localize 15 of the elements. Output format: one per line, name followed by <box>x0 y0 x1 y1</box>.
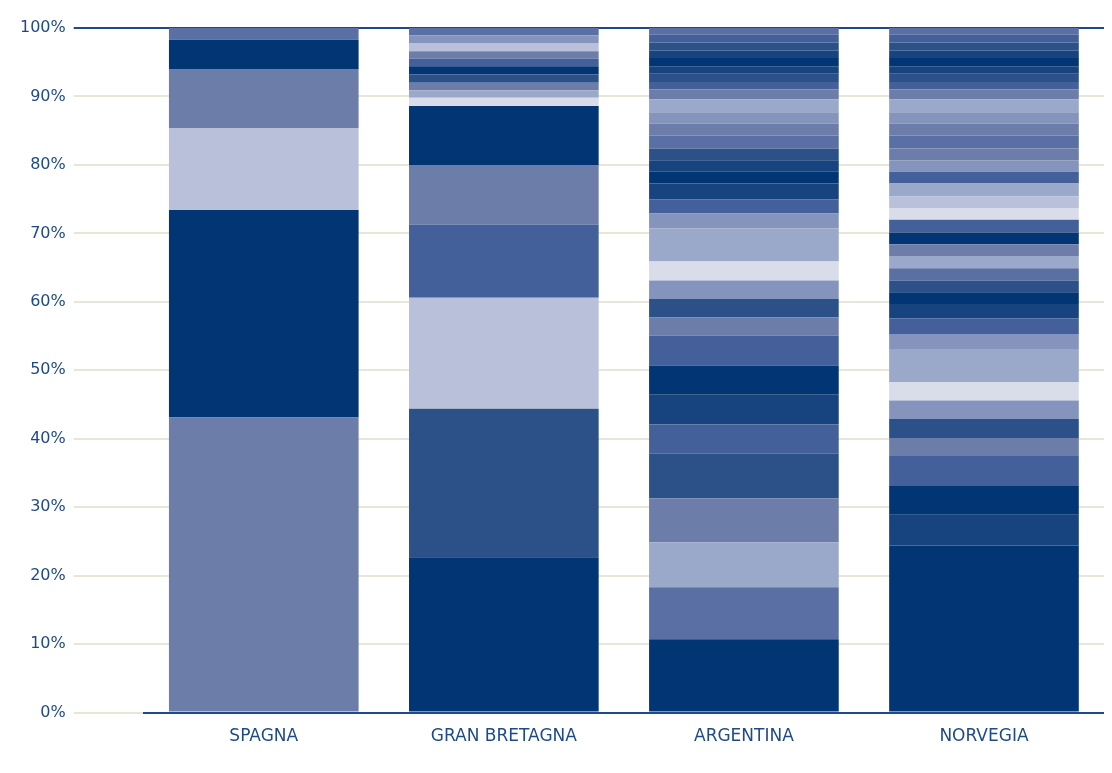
y-tick-label: 40% <box>30 427 66 447</box>
y-tick-label: 0% <box>40 701 66 721</box>
x-tick-label: NORVEGIA <box>939 725 1029 746</box>
y-tick-label: 30% <box>30 496 66 516</box>
y-tick-label: 80% <box>30 154 66 174</box>
y-tick-label: 20% <box>30 564 66 584</box>
y-tick-label: 10% <box>30 633 66 653</box>
y-tick-label: 100% <box>19 17 66 37</box>
x-tick-label: GRAN BRETAGNA <box>430 725 578 746</box>
x-tick-label: SPAGNA <box>229 725 299 746</box>
y-tick-label: 60% <box>30 291 66 310</box>
y-tick-label: 50% <box>30 359 66 379</box>
y-tick-label: 70% <box>30 222 66 242</box>
y-tick-label: 90% <box>30 85 66 105</box>
x-tick-label: ARGENTINA <box>693 725 795 746</box>
